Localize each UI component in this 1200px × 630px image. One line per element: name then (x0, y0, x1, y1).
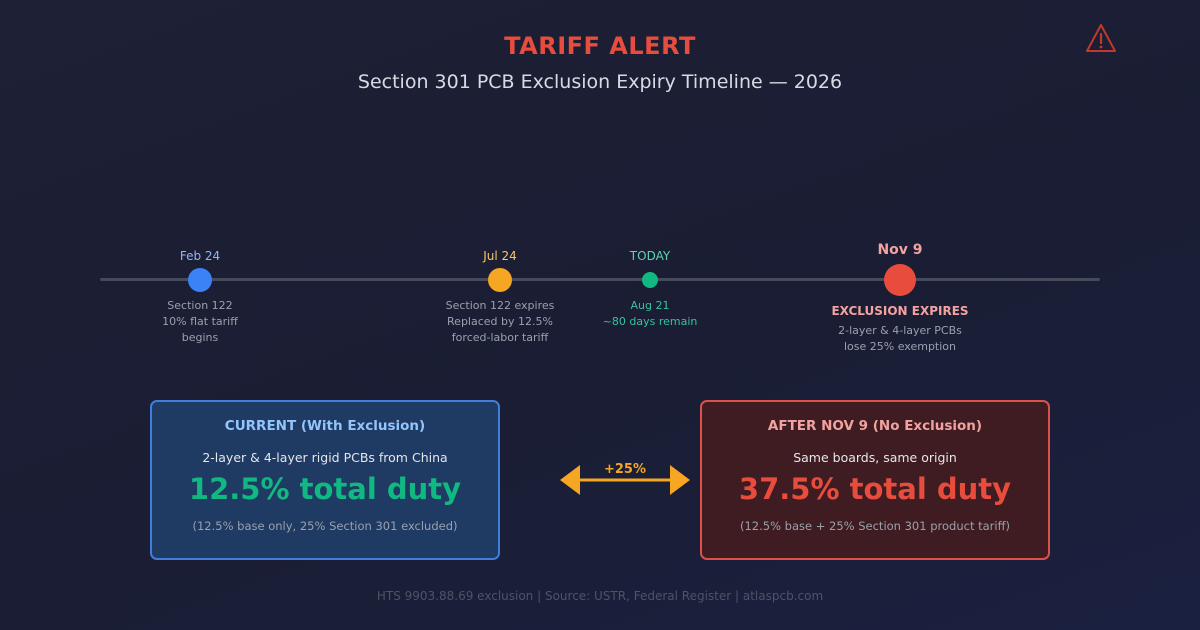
event-jul24-description: Section 122 expires Replaced by 12.5% fo… (445, 299, 555, 344)
event-today-description: Aug 21 ~80 days remain (602, 299, 698, 328)
event-nov9-description: 2-layer & 4-layer PCBs lose 25% exemptio… (838, 324, 962, 353)
current-card-title: CURRENT (With Exclusion) (224, 418, 426, 434)
event-nov9-marker (884, 264, 916, 296)
after-card-title: AFTER NOV 9 (No Exclusion) (767, 418, 983, 434)
after-duty-card: AFTER NOV 9 (No Exclusion) Same boards, … (700, 400, 1050, 560)
event-nov9-headline: EXCLUSION EXPIRES (831, 304, 969, 318)
alert-title: TARIFF ALERT (504, 32, 696, 60)
event-jul24-date: Jul 24 (483, 249, 517, 263)
timeline-subtitle: Section 301 PCB Exclusion Expiry Timelin… (357, 71, 843, 93)
event-today-marker (642, 272, 658, 288)
event-feb24-date: Feb 24 (179, 249, 221, 263)
event-nov9-date: Nov 9 (877, 242, 923, 258)
duty-increase-label: +25% (603, 462, 647, 477)
after-card-note: (12.5% base + 25% Section 301 product ta… (739, 519, 1010, 533)
current-card-subtitle: 2-layer & 4-layer rigid PCBs from China (202, 450, 448, 465)
current-card-note: (12.5% base only, 25% Section 301 exclud… (192, 519, 458, 533)
current-total-duty: 12.5% total duty (188, 472, 462, 506)
event-jul24-marker (488, 268, 512, 292)
event-feb24-marker (188, 268, 212, 292)
timeline-line (100, 278, 1100, 281)
current-duty-card: CURRENT (With Exclusion) 2-layer & 4-lay… (150, 400, 500, 560)
event-feb24-description: Section 122 10% flat tariff begins (162, 299, 238, 344)
after-card-subtitle: Same boards, same origin (793, 450, 957, 465)
event-today-date: TODAY (629, 249, 671, 263)
after-total-duty: 37.5% total duty (738, 472, 1012, 506)
double-arrow-icon (560, 465, 690, 495)
source-footer: HTS 9903.88.69 exclusion | Source: USTR,… (376, 589, 824, 603)
warning-triangle-icon (1086, 24, 1116, 52)
